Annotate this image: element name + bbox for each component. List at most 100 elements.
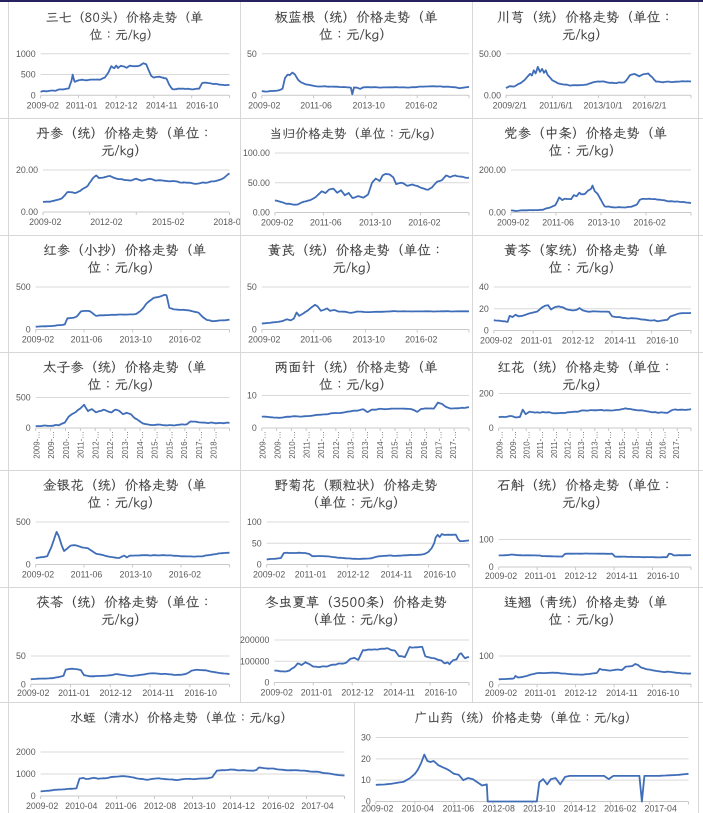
svg-text:100: 100 [479,534,494,544]
svg-text:2013-10: 2013-10 [119,569,151,579]
svg-text:2013-10: 2013-10 [587,217,619,227]
svg-text:2009/2/1: 2009/2/1 [492,100,526,110]
svg-text:2009-02: 2009-02 [484,688,516,698]
svg-text:2013-…: 2013-… [577,431,586,459]
svg-text:2009-02: 2009-02 [17,688,49,698]
svg-text:500: 500 [16,282,31,292]
svg-text:2000: 2000 [16,747,36,757]
svg-text:200.00: 200.00 [478,165,505,175]
svg-text:2015-…: 2015-… [631,431,640,459]
svg-text:2009-02: 2009-02 [21,569,53,579]
svg-text:0: 0 [25,559,30,569]
svg-text:2014-…: 2014-… [604,431,613,459]
svg-text:500: 500 [20,69,35,79]
svg-text:2018-…: 2018-… [209,431,218,459]
svg-text:1000: 1000 [16,48,36,58]
svg-text:2016-…: 2016-… [180,431,189,459]
svg-text:2009-…: 2009-… [273,431,282,459]
svg-text:2009-02: 2009-02 [248,100,280,110]
svg-text:100: 100 [247,517,262,527]
svg-text:2015-…: 2015-… [617,431,626,459]
svg-text:2013-…: 2013-… [121,431,130,459]
svg-text:2012-08: 2012-08 [483,803,515,813]
svg-text:2016-10: 2016-10 [184,688,216,698]
svg-text:100.00: 100.00 [242,148,269,158]
svg-text:2009-02: 2009-02 [260,688,292,698]
svg-text:2009-02: 2009-02 [25,801,57,811]
svg-text:2011-01: 2011-01 [520,335,552,345]
svg-text:2013-10: 2013-10 [352,334,384,344]
svg-text:2014-11: 2014-11 [380,569,412,579]
svg-text:2009-02: 2009-02 [261,217,293,227]
svg-text:2017-04: 2017-04 [645,803,677,813]
svg-text:2016-02: 2016-02 [168,569,200,579]
svg-text:0.00: 0.00 [483,90,500,100]
svg-text:2015-…: 2015-… [390,431,399,459]
svg-text:2016-10: 2016-10 [646,688,678,698]
svg-text:2013-10: 2013-10 [119,334,151,344]
svg-text:2016-02: 2016-02 [262,801,294,811]
svg-text:100000: 100000 [240,656,269,666]
svg-text:2011-06: 2011-06 [442,803,474,813]
svg-text:2011-…: 2011-… [76,431,85,458]
svg-text:2013-10: 2013-10 [183,801,215,811]
svg-text:2014-11: 2014-11 [145,100,177,110]
svg-text:2014-11: 2014-11 [606,571,638,581]
svg-text:2018-02: 2018-02 [213,217,240,227]
svg-text:2014-…: 2014-… [375,431,384,459]
svg-text:20: 20 [479,303,489,313]
svg-text:0: 0 [251,324,256,334]
svg-text:2011-06: 2011-06 [104,801,136,811]
svg-text:2016-10: 2016-10 [185,100,217,110]
svg-text:2016-02: 2016-02 [408,217,440,227]
svg-text:2011-01: 2011-01 [300,688,332,698]
svg-text:50: 50 [16,651,26,661]
svg-text:2009-…: 2009-… [509,431,518,459]
svg-text:2016-10: 2016-10 [646,571,678,581]
svg-text:2013-10: 2013-10 [523,803,555,813]
svg-text:50.00: 50.00 [478,48,500,58]
svg-text:2016-…: 2016-… [419,431,428,459]
svg-text:2011-…: 2011-… [549,431,558,458]
svg-text:2011-06: 2011-06 [542,217,574,227]
svg-text:2010-…: 2010-… [522,431,531,459]
svg-text:2016/2/1: 2016/2/1 [632,100,666,110]
svg-text:0: 0 [251,90,256,100]
svg-text:2016-10: 2016-10 [646,335,678,345]
svg-text:100: 100 [479,651,494,661]
svg-text:2012-02: 2012-02 [90,217,122,227]
svg-text:2009-02: 2009-02 [480,335,512,345]
svg-text:2009-02: 2009-02 [21,334,53,344]
svg-text:2011-01: 2011-01 [294,569,326,579]
svg-text:0: 0 [30,791,35,801]
svg-text:0: 0 [30,90,35,100]
svg-text:200: 200 [479,389,494,399]
svg-text:2012-08: 2012-08 [143,801,175,811]
svg-text:2013-10: 2013-10 [358,217,390,227]
svg-text:2011-06: 2011-06 [70,334,102,344]
svg-text:0: 0 [264,678,269,688]
svg-text:2013-…: 2013-… [346,431,355,459]
svg-text:10: 10 [247,391,257,401]
svg-text:10: 10 [361,775,371,785]
svg-text:2009-02: 2009-02 [361,803,393,813]
svg-text:2012-12: 2012-12 [341,688,373,698]
svg-text:2016-02: 2016-02 [633,217,665,227]
svg-text:2017-…: 2017-… [434,431,443,459]
svg-text:2017-04: 2017-04 [301,801,333,811]
svg-text:0: 0 [488,562,493,572]
svg-text:2011-06: 2011-06 [309,217,341,227]
svg-text:30: 30 [361,732,371,742]
svg-text:2017-…: 2017-… [672,431,681,459]
svg-text:0: 0 [20,679,25,689]
svg-text:50: 50 [251,538,261,548]
svg-text:0: 0 [256,559,261,569]
svg-text:2011-01: 2011-01 [524,688,556,698]
svg-text:2009-…: 2009-… [495,431,504,459]
svg-text:2011/6/1: 2011/6/1 [539,100,573,110]
svg-text:2011-06: 2011-06 [300,100,332,110]
svg-text:2016-02: 2016-02 [604,803,636,813]
svg-text:2014-12: 2014-12 [564,803,596,813]
svg-text:2011-01: 2011-01 [524,571,556,581]
svg-text:200000: 200000 [240,635,269,645]
